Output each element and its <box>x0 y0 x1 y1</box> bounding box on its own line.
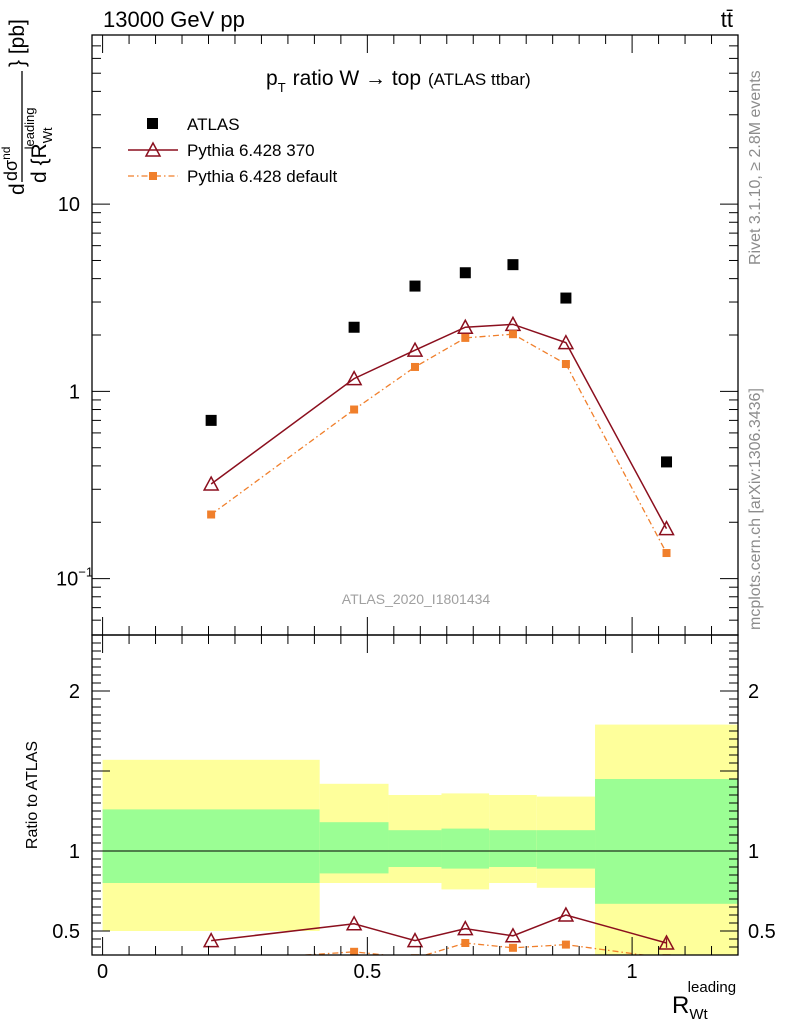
y-tick-label: 10 <box>58 194 80 216</box>
ratio-series-marker <box>461 939 470 947</box>
legend-pythia-default-label: Pythia 6.428 default <box>187 167 338 186</box>
data-point <box>560 292 572 304</box>
ratio-series-line <box>211 914 667 944</box>
svg-text:dσnd: dσnd <box>0 147 21 181</box>
series-marker <box>345 370 363 386</box>
ratio-band-inner <box>489 830 537 867</box>
data-point <box>507 259 519 271</box>
ratio-band-inner <box>319 822 389 874</box>
y-tick-label-exponent: −1 <box>78 565 93 580</box>
legend-pythia370-label: Pythia 6.428 370 <box>187 141 315 160</box>
series-marker <box>461 333 470 342</box>
analysis-label: ATLAS_2020_I1801434 <box>342 591 491 607</box>
process-label: tt̄ <box>721 7 733 32</box>
ratio-series-marker <box>457 920 474 936</box>
ratio-series-marker <box>345 915 363 931</box>
ratio-y-tick-label-right: 1 <box>748 841 759 863</box>
ratio-y-tick-label: 2 <box>69 681 80 703</box>
main-panel-data <box>202 259 675 558</box>
series-marker <box>350 405 359 414</box>
ratio-series-marker <box>406 932 424 948</box>
ratio-series-marker <box>508 943 517 952</box>
ratio-series-marker <box>658 934 675 950</box>
data-point <box>661 456 673 468</box>
legend-atlas-marker <box>147 118 158 129</box>
series-marker <box>561 360 570 369</box>
series-marker <box>202 475 220 491</box>
ratio-y-tick-label-right: 2 <box>748 681 759 703</box>
ratio-y-tick-label: 0.5 <box>52 921 80 943</box>
ratio-band-inner <box>595 779 738 904</box>
ratio-series-marker <box>561 940 570 949</box>
ratio-bands <box>92 724 738 955</box>
rivet-label: Rivet 3.1.10, ≥ 2.8M events <box>747 70 764 265</box>
data-point <box>205 414 217 426</box>
series-marker <box>207 510 216 519</box>
series-marker <box>411 362 419 371</box>
y-tick-label: 1 <box>69 381 80 403</box>
legend: ATLAS Pythia 6.428 370 Pythia 6.428 defa… <box>128 115 338 186</box>
ratio-band-inner <box>441 828 490 869</box>
series-marker <box>406 341 424 357</box>
main-ylabel: d dσnd } [pb] d {RWtleading <box>0 19 55 195</box>
ratio-ylabel: Ratio to ATLAS <box>24 741 41 849</box>
series-marker <box>457 318 474 334</box>
series-marker <box>557 334 575 350</box>
series-line <box>210 323 668 529</box>
axes: 10−1 1 10 0.5 0.5 1 1 2 2 0 0.5 1 <box>52 34 776 983</box>
legend-atlas-label: ATLAS <box>187 115 240 134</box>
ratio-series-marker <box>504 927 522 943</box>
series-marker <box>658 520 675 536</box>
ratio-series-marker <box>207 957 215 965</box>
series-marker <box>508 330 517 339</box>
energy-label: 13000 GeV pp <box>103 7 245 32</box>
x-axis-label: RWtleading <box>672 979 736 1023</box>
ratio-series-marker <box>202 932 220 948</box>
ratio-y-tick-label: 1 <box>69 841 80 863</box>
plot-title: pT ratio W → top (ATLAS ttbar) <box>266 67 531 95</box>
source-label: mcplots.cern.ch [arXiv:1306.3436] <box>747 388 764 630</box>
ratio-series-marker <box>557 906 575 922</box>
x-tick-label: 0 <box>97 961 108 983</box>
series-line <box>210 333 668 554</box>
data-point <box>348 321 360 333</box>
svg-text:d {RWtleading: d {RWtleading <box>22 107 55 183</box>
x-tick-label: 0.5 <box>353 961 381 983</box>
legend-pythia370-marker <box>144 141 162 157</box>
series-marker <box>662 549 671 558</box>
ratio-series-marker <box>350 947 359 955</box>
ratio-y-tick-label-right: 0.5 <box>748 921 776 943</box>
legend-pythia-default-marker <box>149 172 157 180</box>
data-point <box>409 280 421 292</box>
ratio-band-inner <box>388 830 442 867</box>
x-tick-label: 1 <box>627 961 638 983</box>
data-point <box>459 267 471 279</box>
ratio-band-inner <box>102 809 320 883</box>
y-tick-label: 10−1 <box>56 565 93 591</box>
svg-text:} [pb]: } [pb] <box>6 19 29 67</box>
svg-text:d: d <box>6 183 29 195</box>
ratio-band-inner <box>536 830 596 869</box>
